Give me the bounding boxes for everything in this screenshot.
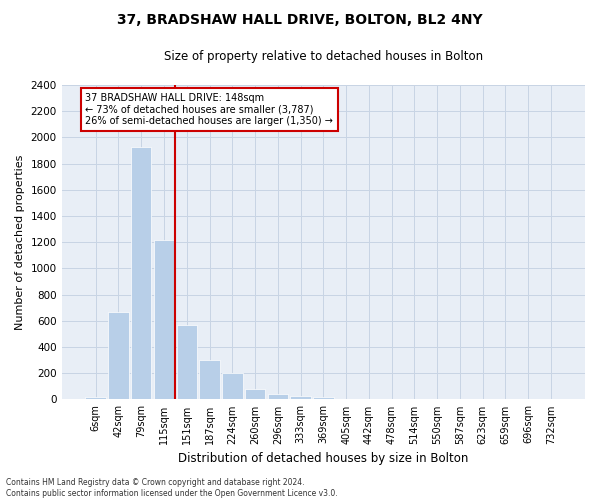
Bar bbox=[268, 394, 288, 400]
Title: Size of property relative to detached houses in Bolton: Size of property relative to detached ho… bbox=[164, 50, 483, 63]
Text: 37 BRADSHAW HALL DRIVE: 148sqm
← 73% of detached houses are smaller (3,787)
26% : 37 BRADSHAW HALL DRIVE: 148sqm ← 73% of … bbox=[85, 93, 334, 126]
Bar bbox=[290, 396, 311, 400]
Bar bbox=[108, 312, 129, 400]
Bar bbox=[222, 373, 242, 400]
X-axis label: Distribution of detached houses by size in Bolton: Distribution of detached houses by size … bbox=[178, 452, 469, 465]
Bar bbox=[245, 389, 265, 400]
Text: Contains HM Land Registry data © Crown copyright and database right 2024.
Contai: Contains HM Land Registry data © Crown c… bbox=[6, 478, 338, 498]
Bar bbox=[176, 325, 197, 400]
Bar bbox=[313, 397, 334, 400]
Y-axis label: Number of detached properties: Number of detached properties bbox=[15, 154, 25, 330]
Bar bbox=[199, 360, 220, 400]
Bar bbox=[85, 397, 106, 400]
Bar bbox=[154, 240, 174, 400]
Bar bbox=[131, 146, 151, 400]
Text: 37, BRADSHAW HALL DRIVE, BOLTON, BL2 4NY: 37, BRADSHAW HALL DRIVE, BOLTON, BL2 4NY bbox=[117, 12, 483, 26]
